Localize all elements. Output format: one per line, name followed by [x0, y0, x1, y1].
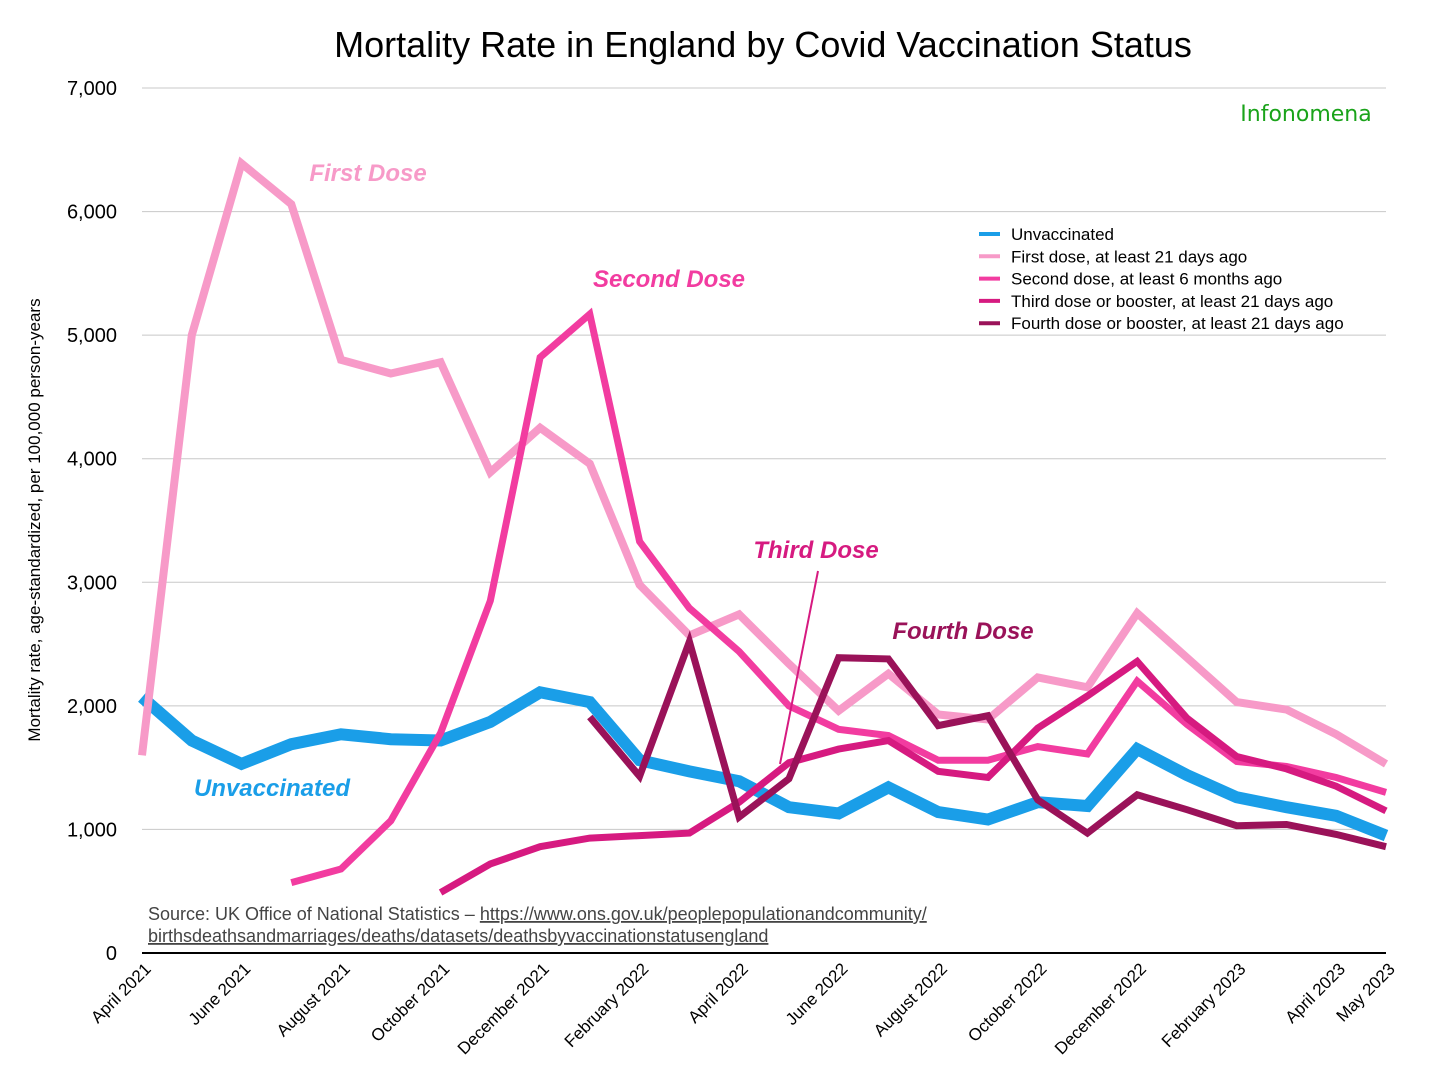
legend-label: Third dose or booster, at least 21 days …: [1011, 292, 1333, 311]
y-tick-label: 7,000: [67, 78, 117, 100]
annotations: First Dose Second Dose Third Dose Fourth…: [194, 160, 1034, 802]
series-line-fourth-dose-or-booster: [587, 630, 1387, 851]
series-group: [138, 156, 1389, 896]
annotation-fourth-dose: Fourth Dose: [892, 618, 1033, 645]
x-tick-label: December 2021: [454, 959, 553, 1058]
annotation-third-dose: Third Dose: [753, 537, 878, 564]
grid: [142, 87, 1386, 954]
x-tick-label: February 2022: [561, 959, 653, 1051]
y-tick-label: 5,000: [67, 325, 117, 347]
brand-label: Infonomena: [1240, 102, 1371, 127]
legend-label: First dose, at least 21 days ago: [1011, 247, 1247, 266]
x-tick-label: August 2022: [870, 959, 951, 1040]
annotation-first-dose: First Dose: [309, 160, 426, 187]
annotation-third-dose-pointer: [779, 570, 819, 765]
x-tick-label: February 2023: [1158, 959, 1250, 1051]
legend-label: Fourth dose or booster, at least 21 days…: [1011, 314, 1344, 333]
chart-title: Mortality Rate in England by Covid Vacci…: [334, 24, 1192, 65]
y-tick-label: 3,000: [67, 572, 117, 594]
y-tick-label: 6,000: [67, 202, 117, 224]
y-tick-label: 0: [106, 943, 117, 965]
x-axis-ticks: April 2021 June 2021 August 2021 October 20…: [87, 959, 1399, 1058]
x-tick-label: April 2021: [87, 959, 155, 1027]
x-tick-label: August 2021: [273, 959, 354, 1040]
annotation-second-dose: Second Dose: [593, 266, 745, 293]
annotation-unvaccinated: Unvaccinated: [194, 775, 351, 802]
series-line-second-dose: [290, 307, 1388, 886]
y-tick-label: 2,000: [67, 696, 117, 718]
y-axis-label: Mortality rate, age-standardized, per 10…: [25, 298, 44, 741]
x-tick-label: October 2021: [367, 959, 453, 1045]
y-axis-ticks: 0 1,000 2,000 3,000 4,000 5,000 6,000 7,000: [67, 78, 117, 965]
x-tick-label: June 2022: [782, 959, 852, 1029]
y-tick-label: 4,000: [67, 449, 117, 471]
x-tick-label: December 2022: [1051, 959, 1150, 1058]
x-tick-label: April 2022: [684, 959, 752, 1027]
x-tick-label: June 2021: [185, 959, 255, 1029]
svg-text:Source: UK Office of National: Source: UK Office of National Statistics…: [148, 904, 927, 924]
source-link-2[interactable]: birthsdeathsandmarriages/deaths/datasets…: [148, 926, 768, 946]
y-tick-label: 1,000: [67, 819, 117, 841]
series-line-third-dose-or-booster: [438, 656, 1388, 896]
x-tick-label: October 2022: [964, 959, 1050, 1045]
legend: Unvaccinated First dose, at least 21 days…: [979, 225, 1344, 333]
source-note: Source: UK Office of National Statistics…: [148, 904, 927, 946]
legend-label: Unvaccinated: [1011, 225, 1114, 244]
legend-label: Second dose, at least 6 months ago: [1011, 270, 1282, 289]
series-line-first-dose: [138, 156, 1389, 768]
source-link-1[interactable]: https://www.ons.gov.uk/peoplepopulationa…: [480, 904, 927, 924]
source-prefix: Source: UK Office of National Statistics…: [148, 904, 480, 924]
